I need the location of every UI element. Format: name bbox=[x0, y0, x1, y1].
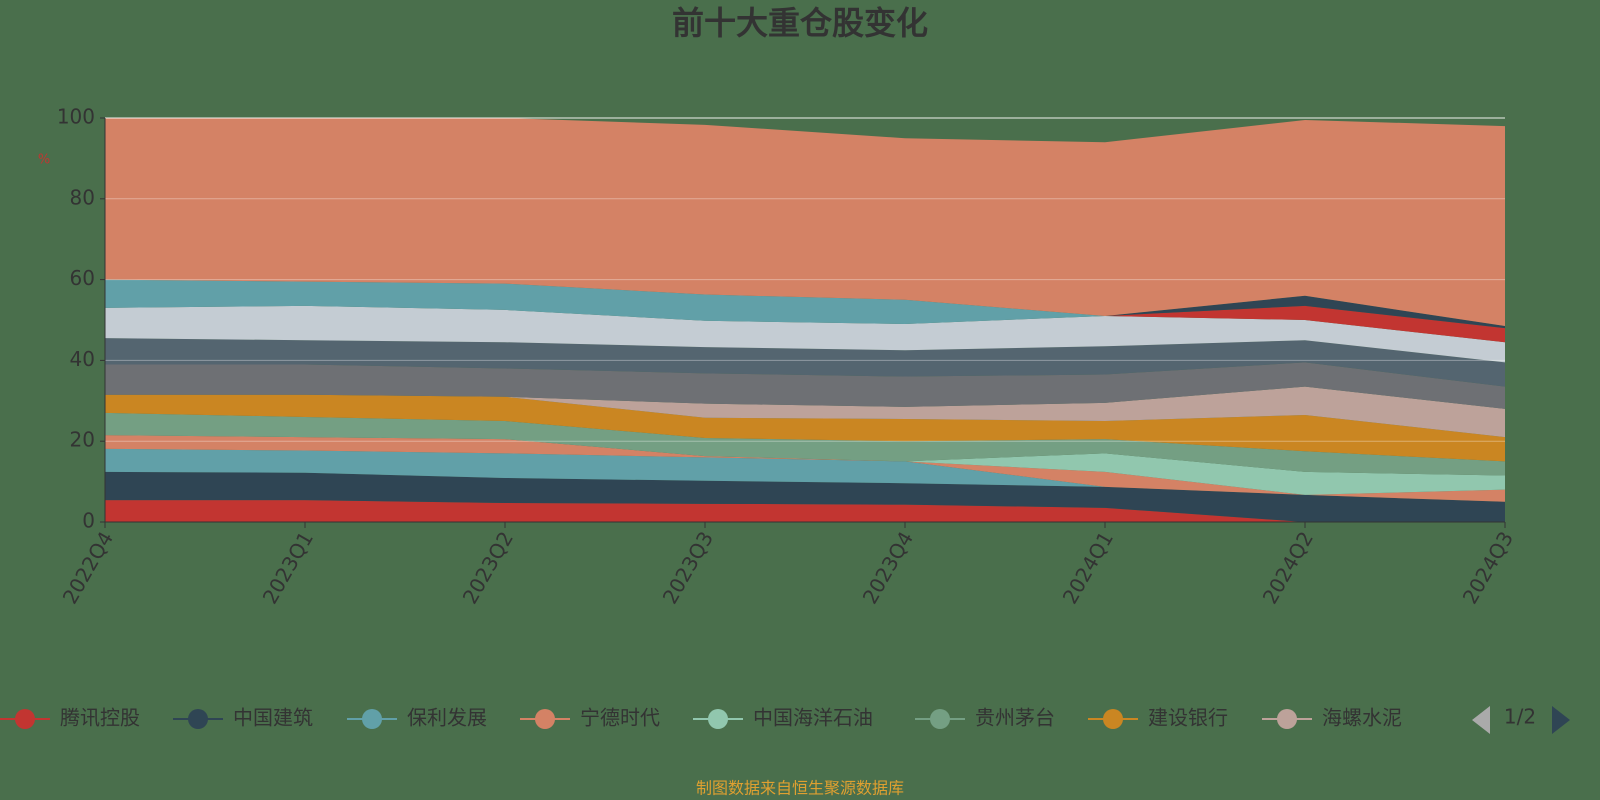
legend-icon bbox=[535, 709, 555, 729]
area bbox=[105, 435, 1505, 502]
legend-label: 宁德时代 bbox=[580, 706, 660, 730]
legend-label: 海螺水泥 bbox=[1322, 706, 1402, 730]
y-tick-label: 100 bbox=[57, 105, 95, 129]
legend-item[interactable]: 中国海洋石油 bbox=[693, 706, 873, 730]
legend-label: 中国建筑 bbox=[233, 706, 313, 730]
legend-item[interactable]: 海螺水泥 bbox=[1262, 706, 1402, 730]
footer: 制图数据来自恒生聚源数据库 bbox=[696, 779, 904, 798]
legend-page: 1/2 bbox=[1504, 705, 1536, 729]
area bbox=[105, 305, 1505, 363]
area bbox=[105, 500, 1505, 522]
y-tick-label: 40 bbox=[70, 347, 95, 371]
legend-next[interactable] bbox=[1552, 706, 1570, 734]
legend-item[interactable]: 宁德时代 bbox=[520, 706, 660, 730]
legend-item[interactable]: 保利发展 bbox=[347, 706, 487, 730]
legend-icon bbox=[1103, 709, 1123, 729]
legend-icon bbox=[1277, 709, 1297, 729]
area bbox=[105, 471, 1505, 522]
y-unit: % bbox=[38, 153, 50, 168]
legend-item[interactable]: 中国建筑 bbox=[173, 706, 313, 730]
chart-title: 前十大重仓股变化 bbox=[672, 4, 928, 42]
area bbox=[105, 386, 1505, 438]
legend-label: 保利发展 bbox=[407, 706, 487, 730]
area bbox=[105, 118, 1505, 327]
legend-icon bbox=[708, 709, 728, 729]
legend-item[interactable]: 建设银行 bbox=[1088, 706, 1228, 730]
legend-icon bbox=[188, 709, 208, 729]
legend-item[interactable]: 腾讯控股 bbox=[0, 706, 140, 730]
area bbox=[105, 448, 1505, 502]
legend-icon bbox=[15, 709, 35, 729]
y-tick-label: 60 bbox=[70, 266, 95, 290]
y-tick-label: 0 bbox=[82, 509, 95, 533]
y-tick-label: 80 bbox=[70, 185, 95, 209]
y-tick-label: 20 bbox=[70, 428, 95, 452]
legend-label: 腾讯控股 bbox=[60, 706, 140, 730]
area bbox=[105, 305, 1505, 343]
area bbox=[105, 362, 1505, 409]
area bbox=[105, 412, 1505, 476]
area bbox=[105, 435, 1505, 495]
legend-prev[interactable] bbox=[1472, 706, 1490, 734]
area bbox=[105, 394, 1505, 462]
area bbox=[105, 279, 1505, 327]
legend-item[interactable]: 贵州茅台 bbox=[915, 706, 1055, 730]
legend-icon bbox=[930, 709, 950, 729]
legend-label: 建设银行 bbox=[1148, 706, 1228, 730]
area bbox=[105, 338, 1505, 387]
legend-label: 贵州茅台 bbox=[975, 706, 1055, 730]
legend-icon bbox=[362, 709, 382, 729]
legend-label: 中国海洋石油 bbox=[753, 706, 873, 730]
